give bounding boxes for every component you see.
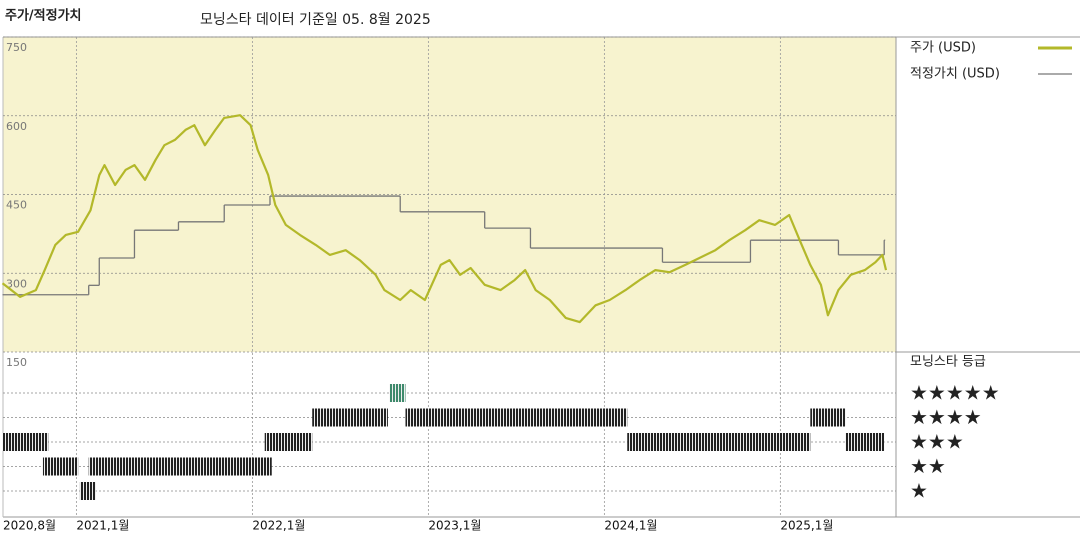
rating-bar (2, 433, 49, 451)
y-tick-label: 750 (6, 41, 27, 54)
rating-label: ★★★ (910, 430, 964, 454)
rating-bar (88, 457, 272, 476)
rating-bar (312, 408, 388, 427)
rating-bar (79, 482, 96, 500)
rating-label: ★★★★★ (910, 381, 1000, 405)
rating-label: ★★★★ (910, 405, 982, 429)
legend-label: 적정가치 (USD) (910, 67, 1000, 82)
x-tick-label: 2020,8월 (3, 519, 56, 533)
rating-label: ★★ (910, 454, 946, 478)
rating-label: ★ (910, 479, 928, 503)
rating-bar (810, 408, 846, 427)
x-tick-label: 2022,1월 (252, 519, 305, 533)
rating-title: 모닝스타 등급 (910, 355, 986, 370)
x-tick-label: 2024,1월 (604, 519, 657, 533)
rating-bar (845, 433, 885, 451)
rating-bar (389, 384, 406, 402)
chart-title: 주가/적정가치 (5, 8, 82, 24)
rating-bar (42, 457, 79, 476)
y-tick-label: 450 (6, 199, 27, 212)
x-tick-label: 2021,1월 (76, 519, 129, 533)
rating-bar (405, 408, 628, 427)
price-line (1, 114, 888, 324)
y-tick-label: 600 (6, 120, 27, 133)
y-tick-label: 300 (6, 277, 27, 290)
legend-label: 주가 (USD) (910, 41, 976, 56)
x-tick-label: 2023,1월 (428, 519, 481, 533)
chart-subtitle: 모닝스타 데이터 기준일 05. 8월 2025 (200, 12, 431, 28)
rating-bar (264, 433, 313, 451)
x-tick-label: 2025,1월 (780, 519, 833, 533)
rating-bar (627, 433, 811, 451)
y-tick-label: 150 (6, 356, 27, 369)
